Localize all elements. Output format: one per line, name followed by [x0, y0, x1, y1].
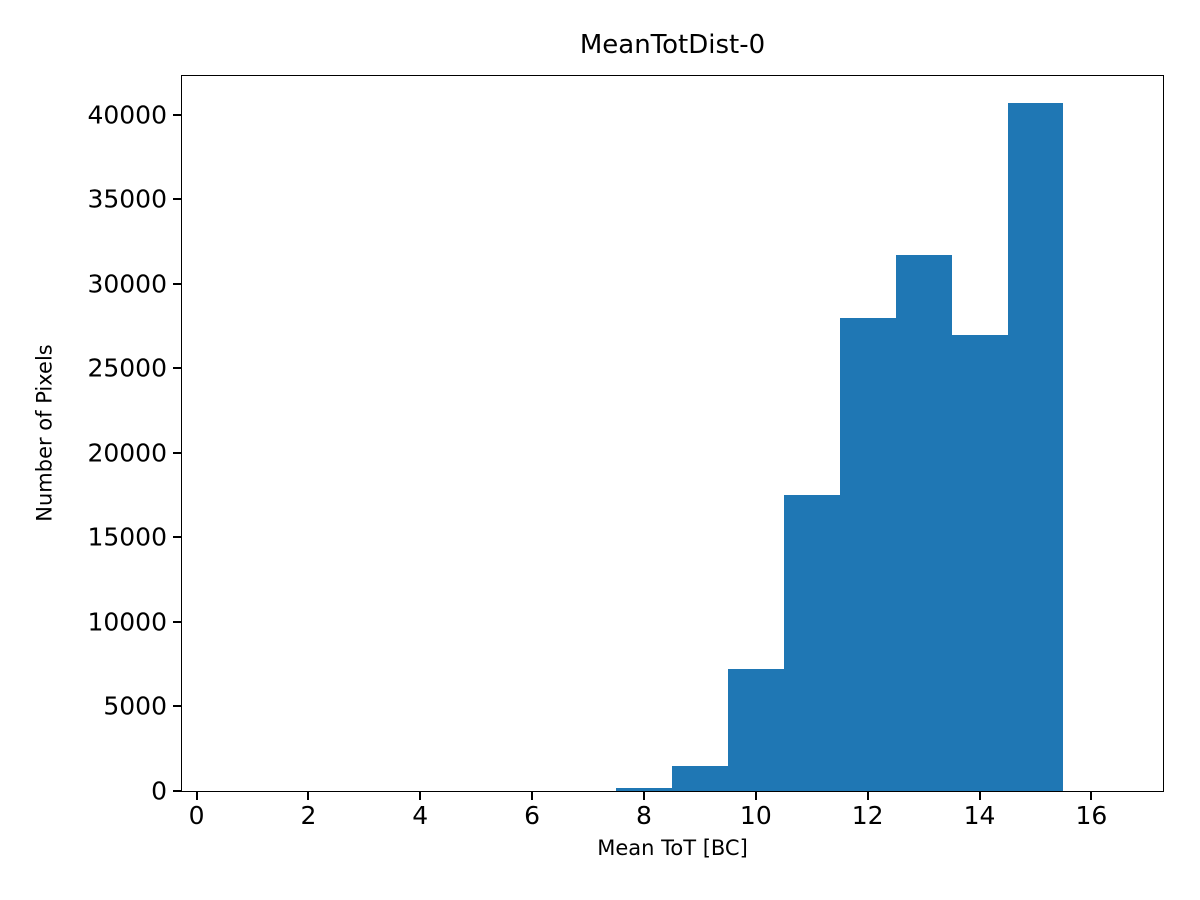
- x-tick-label: 16: [1075, 801, 1108, 830]
- chart-title: MeanTotDist-0: [579, 30, 766, 60]
- x-tick-mark: [195, 791, 198, 800]
- y-tick-mark: [173, 367, 182, 370]
- histogram-bar: [951, 334, 1008, 791]
- x-tick-mark: [307, 791, 310, 800]
- x-tick-label: 2: [300, 801, 317, 830]
- x-tick-mark: [866, 791, 869, 800]
- x-tick-mark: [1090, 791, 1093, 800]
- histogram-bar: [839, 317, 896, 791]
- y-tick-mark: [173, 705, 182, 708]
- x-tick-label: 6: [524, 801, 541, 830]
- y-tick-mark: [173, 536, 182, 539]
- histogram-bar: [895, 255, 952, 791]
- y-tick-label: 15000: [87, 522, 167, 552]
- y-tick-mark: [173, 790, 182, 792]
- histogram-bar: [783, 495, 840, 791]
- y-tick-mark: [173, 113, 182, 116]
- y-axis-label: Number of Pixels: [32, 344, 57, 522]
- y-tick-label: 20000: [87, 438, 167, 468]
- y-tick-mark: [173, 198, 182, 201]
- x-tick-label: 12: [851, 801, 884, 830]
- x-tick-label: 10: [739, 801, 772, 830]
- x-tick-mark: [419, 791, 422, 800]
- y-tick-label: 25000: [87, 353, 167, 383]
- histogram-bar: [727, 669, 784, 791]
- x-axis-label: Mean ToT [BC]: [597, 836, 748, 860]
- x-tick-label: 4: [412, 801, 429, 830]
- y-tick-mark: [173, 451, 182, 454]
- x-tick-label: 0: [188, 801, 205, 830]
- y-tick-label: 40000: [87, 100, 167, 130]
- y-tick-label: 30000: [87, 269, 167, 299]
- histogram-bar: [616, 787, 672, 791]
- plot-area: 0 2 4 6 8 10 12 14 16 0 5000 10000 15000 20000 25000 30…: [87, 75, 1164, 828]
- x-tick-mark: [754, 791, 757, 800]
- y-tick-label: 0: [151, 776, 167, 806]
- x-tick-label: 14: [963, 801, 996, 830]
- histogram-bar: [1007, 103, 1064, 791]
- y-tick-label: 5000: [103, 691, 167, 721]
- x-tick-mark: [642, 791, 645, 800]
- histogram-bar: [671, 765, 728, 791]
- y-tick-label: 10000: [87, 607, 167, 637]
- y-tick-mark: [173, 620, 182, 623]
- x-tick-mark: [531, 791, 534, 800]
- x-tick-label: 8: [636, 801, 652, 830]
- y-tick-label: 35000: [87, 184, 167, 214]
- x-tick-mark: [978, 791, 981, 800]
- y-tick-mark: [173, 282, 182, 285]
